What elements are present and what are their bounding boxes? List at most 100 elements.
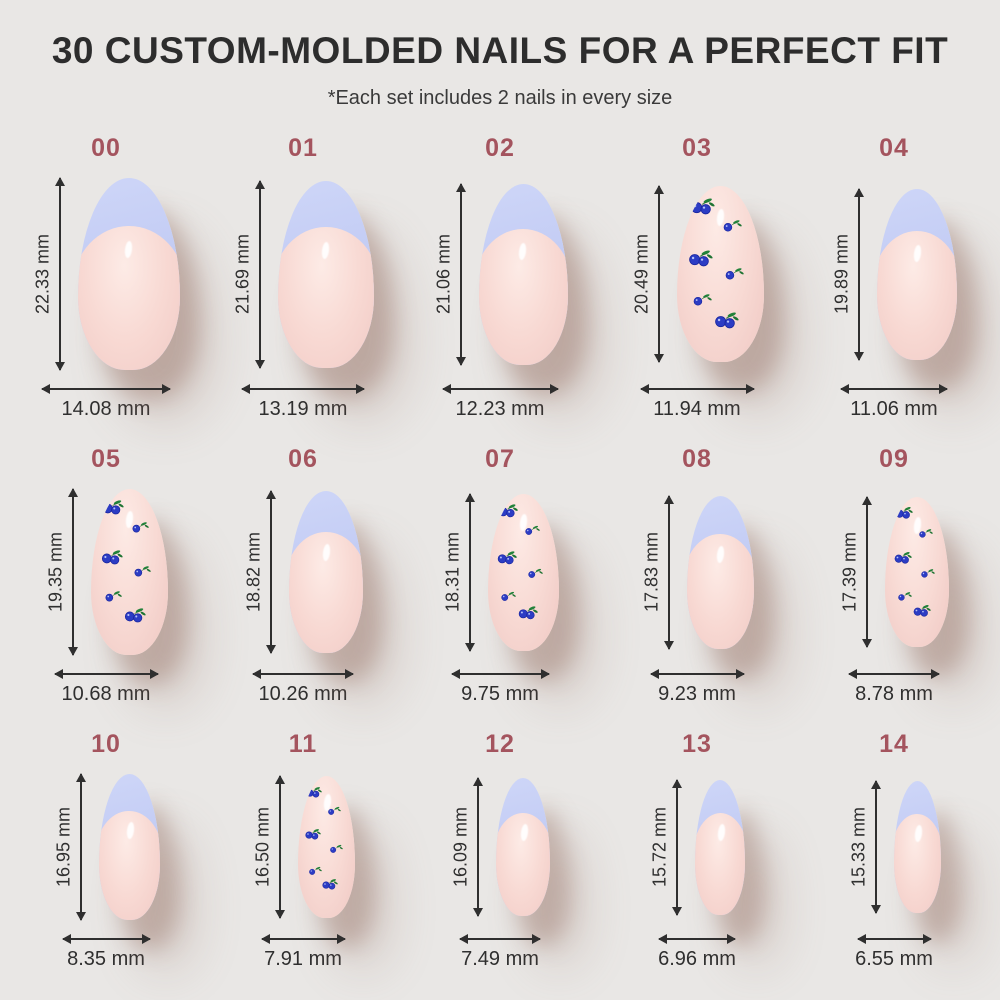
width-arrow-icon xyxy=(261,938,345,940)
nail-area: 22.33 mm xyxy=(32,173,180,375)
height-value: 17.39 mm xyxy=(839,531,860,613)
nail-size-cell-09: 09 17.39 mm 8.78 mm xyxy=(796,445,993,706)
width-value: 6.55 mm xyxy=(855,948,933,970)
height-measure: 18.31 mm xyxy=(442,493,476,651)
width-value: 6.96 mm xyxy=(658,948,736,970)
width-value: 7.91 mm xyxy=(264,948,342,970)
width-value: 7.49 mm xyxy=(461,948,539,970)
width-arrow-icon xyxy=(640,388,754,390)
blueberry-cluster-icon xyxy=(306,786,323,797)
height-value: 21.69 mm xyxy=(232,233,253,315)
nail-size-cell-14: 14 15.33 mm 6.55 mm xyxy=(796,730,993,971)
blueberry-cluster-icon xyxy=(497,551,517,565)
blueberry-cluster-icon xyxy=(328,806,341,815)
size-row-1: 00 22.33 mm 14.08 mm 01 21.69 mm 13.19 mm 02 21… xyxy=(0,134,1000,421)
height-arrow-icon xyxy=(866,497,868,647)
width-arrow-icon xyxy=(857,938,931,940)
nail-size-cell-03: 03 20.49 mm 11.94 mm xyxy=(599,134,796,421)
nail-area: 16.50 mm xyxy=(252,769,355,925)
blueberry-cluster-icon xyxy=(501,592,517,602)
height-measure: 21.06 mm xyxy=(433,183,467,365)
height-value: 19.35 mm xyxy=(45,531,65,613)
size-number-label: 13 xyxy=(682,730,712,758)
nail-illustration-french xyxy=(278,180,374,368)
size-number-label: 04 xyxy=(879,134,909,162)
size-number-label: 10 xyxy=(91,730,121,758)
blueberry-decoration xyxy=(488,494,559,651)
nail-area: 18.31 mm xyxy=(442,484,559,660)
blueberry-cluster-icon xyxy=(519,606,538,620)
width-measure: 8.35 mm xyxy=(62,938,150,971)
width-measure: 7.91 mm xyxy=(261,938,345,971)
nail-size-cell-02: 02 21.06 mm 12.23 mm xyxy=(402,134,599,421)
blueberry-decoration xyxy=(298,776,355,918)
nail-area: 19.89 mm xyxy=(831,173,957,375)
nail-illustration-french xyxy=(686,495,754,649)
blueberry-cluster-icon xyxy=(103,500,124,515)
height-arrow-icon xyxy=(71,489,74,655)
height-measure: 22.33 mm xyxy=(32,178,66,370)
size-number-label: 06 xyxy=(288,445,318,473)
width-value: 10.26 mm xyxy=(258,683,348,705)
height-value-wrap: 21.69 mm xyxy=(232,181,254,368)
height-arrow-icon xyxy=(477,778,479,916)
page-title: 30 CUSTOM-MOLDED NAILS FOR A PERFECT FIT xyxy=(51,30,949,71)
width-arrow-icon xyxy=(62,938,150,940)
nail-illustration-french xyxy=(893,781,941,913)
size-number-label: 05 xyxy=(91,445,121,473)
blueberry-cluster-icon xyxy=(330,845,343,854)
blueberry-decoration xyxy=(91,489,168,655)
blueberry-cluster-icon xyxy=(124,608,146,623)
width-value: 12.23 mm xyxy=(455,398,545,420)
nail-size-cell-13: 13 15.72 mm 6.96 mm xyxy=(599,730,796,971)
width-value: 14.08 mm xyxy=(61,398,151,420)
height-value: 18.31 mm xyxy=(442,531,462,613)
height-arrow-icon xyxy=(59,178,61,370)
width-arrow-icon xyxy=(659,938,735,940)
nail-area: 21.06 mm xyxy=(433,173,568,375)
height-value-wrap: 22.33 mm xyxy=(32,178,54,370)
size-number-label: 08 xyxy=(682,445,712,473)
height-arrow-icon xyxy=(667,495,670,649)
blueberry-cluster-icon xyxy=(913,604,931,617)
size-number-label: 11 xyxy=(288,730,318,758)
nail-illustration-french xyxy=(78,178,180,370)
height-value-wrap: 17.83 mm xyxy=(641,496,663,649)
blueberry-cluster-icon xyxy=(897,591,912,601)
size-number-label: 07 xyxy=(485,445,515,473)
header: 30 CUSTOM-MOLDED NAILS FOR A PERFECT FIT… xyxy=(0,0,1000,110)
nail-size-cell-06: 06 18.82 mm 10.26 mm xyxy=(205,445,402,706)
nail-area: 20.49 mm xyxy=(631,173,764,375)
nail-size-cell-08: 08 17.83 mm 9.23 mm xyxy=(599,445,796,706)
page-subtitle: *Each set includes 2 nails in every size xyxy=(327,87,673,109)
nail-area: 15.72 mm xyxy=(649,769,745,925)
blueberry-cluster-icon xyxy=(921,569,935,578)
height-value-wrap: 20.49 mm xyxy=(631,186,653,362)
blueberry-cluster-icon xyxy=(322,878,339,890)
height-arrow-icon xyxy=(676,779,678,915)
width-value: 9.75 mm xyxy=(461,683,539,705)
width-measure: 8.78 mm xyxy=(849,673,939,706)
height-arrow-icon xyxy=(459,183,462,365)
height-arrow-icon xyxy=(79,774,82,920)
height-arrow-icon xyxy=(657,186,660,362)
height-measure: 19.35 mm xyxy=(45,489,79,655)
blueberry-cluster-icon xyxy=(726,268,745,280)
height-value-wrap: 16.50 mm xyxy=(252,776,274,918)
nail-size-cell-10: 10 16.95 mm 8.35 mm xyxy=(8,730,205,971)
blueberry-cluster-icon xyxy=(894,552,912,564)
height-value-wrap: 15.72 mm xyxy=(649,780,671,915)
width-arrow-icon xyxy=(442,388,558,390)
nail-size-cell-12: 12 16.09 mm 7.49 mm xyxy=(402,730,599,971)
blueberry-cluster-icon xyxy=(132,521,149,532)
blueberry-cluster-icon xyxy=(715,312,739,329)
width-arrow-icon xyxy=(242,388,364,390)
size-number-label: 09 xyxy=(879,445,909,473)
blueberry-cluster-icon xyxy=(693,294,712,306)
width-measure: 6.96 mm xyxy=(658,938,736,971)
nail-size-cell-11: 11 16.50 mm 7.91 mm xyxy=(205,730,402,971)
blueberry-cluster-icon xyxy=(525,526,541,536)
height-value-wrap: 16.95 mm xyxy=(53,774,75,920)
width-value: 8.35 mm xyxy=(67,948,145,970)
height-value: 16.50 mm xyxy=(252,806,272,888)
